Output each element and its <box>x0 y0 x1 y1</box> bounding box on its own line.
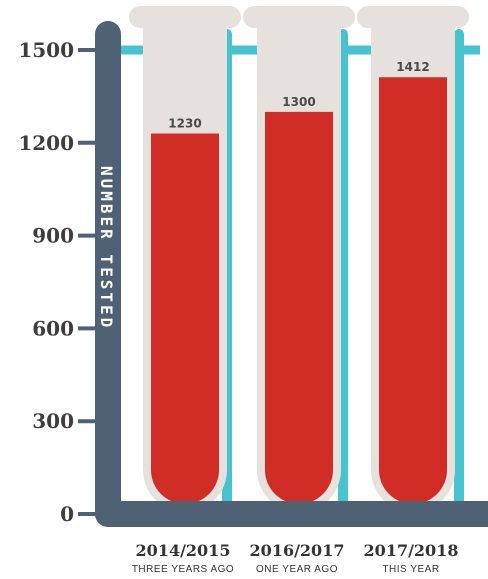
axis-frame <box>95 21 488 527</box>
value-label-1: 1230 <box>168 117 201 131</box>
y-tick-label-1200: 1200 <box>18 131 74 155</box>
category-label-3: 2017/2018 <box>364 541 459 560</box>
y-tick-label-0: 0 <box>60 502 74 526</box>
category-label-1: 2014/2015 <box>136 541 231 560</box>
axis-layer <box>78 21 488 527</box>
category-sublabel-2: ONE YEAR AGO <box>256 564 338 575</box>
value-label-3: 1412 <box>396 60 429 74</box>
tube-rim-2 <box>243 6 355 28</box>
bar-3 <box>379 77 447 504</box>
tube-rim-3 <box>357 6 469 28</box>
y-axis-label: NUMBER TESTED <box>97 166 116 330</box>
category-sublabel-1: THREE YEARS AGO <box>132 564 234 575</box>
bar-2 <box>265 111 333 504</box>
category-sublabel-3: THIS YEAR <box>382 564 439 575</box>
bar-1 <box>151 133 219 504</box>
y-tick-label-600: 600 <box>32 316 74 340</box>
value-label-2: 1300 <box>282 95 315 109</box>
y-tick-label-300: 300 <box>32 409 74 433</box>
label-layer: 1230 1300 1412 0 300 600 900 1200 1500 NUMBER TES… <box>18 38 458 575</box>
y-tick-label-1500: 1500 <box>18 38 74 62</box>
tube-layer <box>129 6 469 512</box>
y-tick-label-900: 900 <box>32 224 74 248</box>
category-label-2: 2016/2017 <box>250 541 345 560</box>
tube-rim-1 <box>129 6 241 28</box>
